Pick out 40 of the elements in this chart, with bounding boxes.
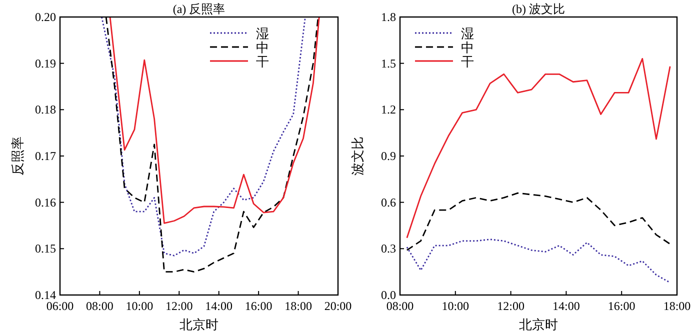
y-tick-label: 0.20	[35, 10, 56, 24]
x-tick-label: 18:00	[663, 299, 691, 313]
y-tick-label: 0.6	[381, 195, 396, 210]
y-tick-label: 0.19	[35, 56, 56, 70]
x-tick-label: 18:00	[284, 299, 312, 313]
y-tick-label: 0.9	[381, 149, 396, 163]
x-tick-label: 10:00	[126, 299, 154, 313]
y-tick-label: 1.2	[381, 102, 396, 117]
x-tick-label: 14:00	[205, 299, 233, 313]
y-tick-label: 0.18	[35, 102, 56, 117]
x-tick-label: 16:00	[244, 299, 272, 313]
x-tick-label: 10:00	[442, 299, 470, 313]
y-tick-label: 0.14	[35, 288, 56, 302]
y-axis-title: 反照率	[10, 136, 25, 176]
legend-label: 湿	[461, 26, 474, 41]
y-axis-title: 波文比	[350, 136, 365, 176]
y-tick-label: 0.16	[35, 195, 56, 210]
y-tick-label: 0.3	[381, 242, 396, 256]
x-tick-label: 12:00	[497, 299, 524, 313]
x-tick-label: 06:00	[46, 299, 74, 313]
y-tick-label: 0.17	[35, 149, 56, 163]
legend-label: 中	[461, 40, 474, 55]
chart-title: (b) 波文比	[512, 2, 565, 16]
legend-label: 中	[256, 40, 269, 55]
x-tick-label: 20:00	[324, 299, 352, 313]
legend-label: 干	[256, 54, 269, 69]
x-axis-title: 北京时	[519, 317, 558, 332]
legend-label: 湿	[256, 26, 269, 41]
chart-title: (a) 反照率	[172, 2, 226, 16]
y-tick-label: 0.15	[35, 242, 56, 256]
y-tick-label: 1.8	[381, 10, 396, 24]
x-tick-label: 08:00	[86, 299, 114, 313]
y-tick-label: 1.5	[381, 56, 396, 70]
x-tick-label: 08:00	[386, 299, 414, 313]
x-tick-label: 14:00	[552, 299, 580, 313]
y-tick-label: 0.0	[381, 288, 396, 302]
x-axis-title: 北京时	[180, 317, 218, 332]
x-tick-label: 16:00	[608, 299, 636, 313]
x-tick-label: 12:00	[165, 299, 193, 313]
legend-label: 干	[461, 54, 474, 69]
